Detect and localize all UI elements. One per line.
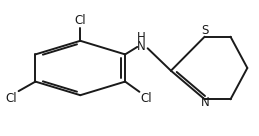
Text: Cl: Cl — [75, 14, 86, 27]
Text: S: S — [202, 24, 209, 37]
Text: Cl: Cl — [6, 92, 17, 105]
Text: N: N — [201, 96, 210, 109]
Text: N: N — [137, 40, 146, 53]
Text: H: H — [137, 31, 146, 44]
Text: Cl: Cl — [141, 92, 152, 106]
